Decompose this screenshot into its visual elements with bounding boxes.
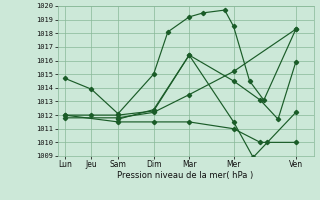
X-axis label: Pression niveau de la mer( hPa ): Pression niveau de la mer( hPa ) xyxy=(117,171,254,180)
